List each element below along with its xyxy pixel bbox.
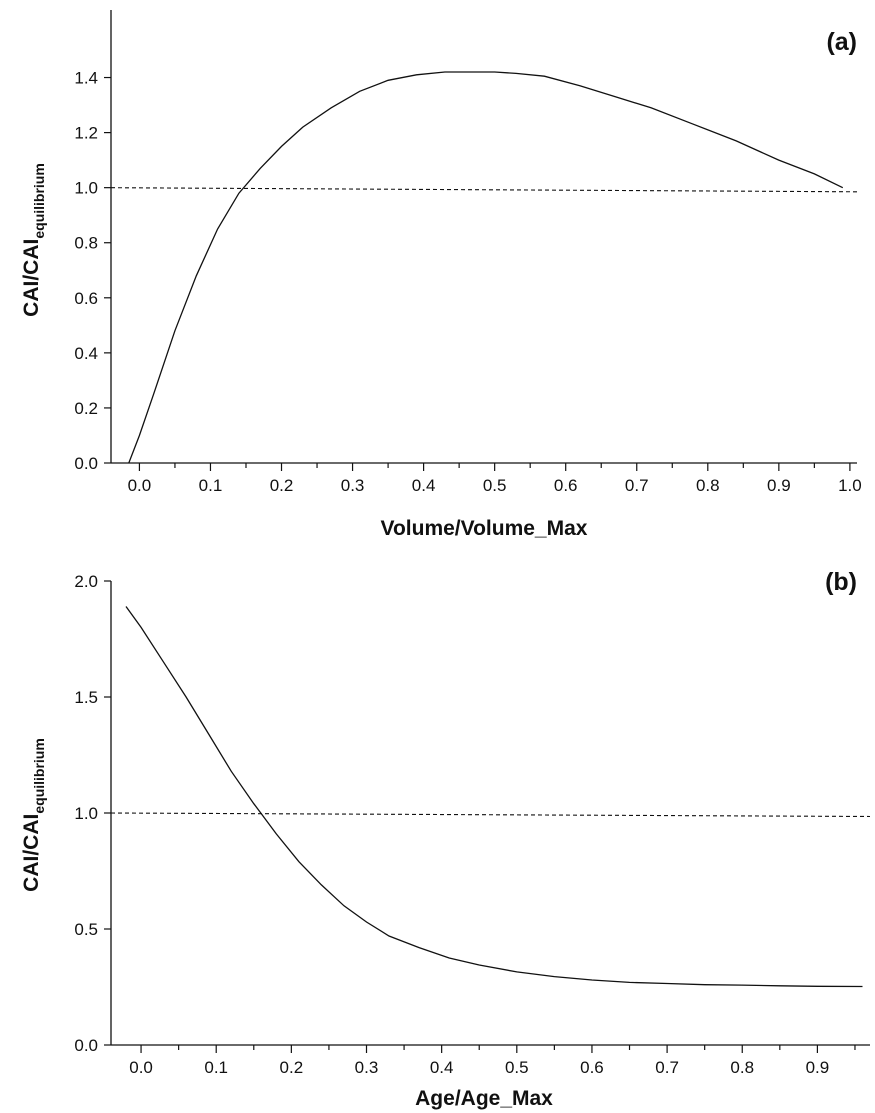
panel-a-x-tick-label: 0.9 bbox=[767, 476, 791, 495]
panel-a-y-tick-label: 0.8 bbox=[74, 234, 98, 253]
panel-b-reference-line bbox=[110, 812, 871, 818]
panel-a-y-ticks: 0.0 0.2 0.4 0.6 0.8 1.0 1.2 1.4 bbox=[74, 69, 111, 473]
panel-a-y-tick-label: 1.2 bbox=[74, 124, 98, 143]
panel-b-x-tick-label: 0.4 bbox=[430, 1058, 454, 1077]
panel-a: (a) 0.00.20.40.60.81.01.21.4 0.0 0.1 0.2 0.… bbox=[20, 10, 862, 540]
panel-b-series bbox=[110, 606, 871, 988]
panel-b-label: (b) bbox=[825, 568, 857, 596]
panel-a-x-tick-label: 0.2 bbox=[270, 476, 294, 495]
panel-a-x-tick-label: 0.3 bbox=[341, 476, 365, 495]
panel-b-x-tick-label: 0.7 bbox=[655, 1058, 679, 1077]
panel-a-curve bbox=[128, 71, 844, 464]
panel-a-y-axis-title: CAI/CAIequilibrium bbox=[20, 163, 47, 317]
panel-a-y-tick-label: 0.0 bbox=[74, 454, 98, 473]
panel-a-x-tick-label: 0.4 bbox=[412, 476, 436, 495]
panel-b-y-tick-label: 1.5 bbox=[74, 688, 98, 707]
panel-a-y-tick-label: 0.6 bbox=[74, 289, 98, 308]
panel-b-y-tick-label: 0.5 bbox=[74, 920, 98, 939]
panel-b-x-tick-label: 0.2 bbox=[280, 1058, 304, 1077]
panel-b-x-tick-label: 0.1 bbox=[204, 1058, 228, 1077]
panel-b-x-ticks: 0.0 0.1 0.2 0.3 0.4 0.5 0.6 0.7 0.8 0.9 bbox=[129, 1045, 856, 1077]
panel-b-y-tick-label: 2.0 bbox=[74, 572, 98, 591]
panel-b-y-tick-label: 1.0 bbox=[74, 804, 98, 823]
panel-b-y-title-main: CAI/CAI bbox=[20, 814, 43, 892]
panel-a-y-tick-label: 0.2 bbox=[74, 399, 98, 418]
panel-b-x-tick-label: 0.6 bbox=[580, 1058, 604, 1077]
panel-b-x-axis-title: Age/Age_Max bbox=[415, 1087, 553, 1110]
panel-a-x-tick-label: 0.0 bbox=[128, 476, 152, 495]
panel-a-y-title-sub: equilibrium bbox=[31, 163, 47, 238]
panel-a-y-tick-label: 0.4 bbox=[74, 344, 98, 363]
panel-b-x-tick-label: 0.0 bbox=[129, 1058, 153, 1077]
panel-b: (b) 0.00.51.01.52.0 0.0 0.1 0.2 0.3 0.4 0.5 0.… bbox=[20, 568, 871, 1110]
panel-b-y-axis-title: CAI/CAIequilibrium bbox=[20, 738, 47, 892]
panel-a-x-ticks: 0.0 0.1 0.2 0.3 0.4 0.5 0.6 0.7 0.8 0.9 1.0 bbox=[128, 463, 862, 495]
panel-a-x-tick-label: 0.7 bbox=[625, 476, 649, 495]
panel-b-x-tick-label: 0.3 bbox=[355, 1058, 379, 1077]
panel-a-x-tick-label: 1.0 bbox=[838, 476, 862, 495]
panel-b-x-tick-label: 0.8 bbox=[730, 1058, 754, 1077]
panel-a-series bbox=[110, 71, 858, 464]
panel-a-label: (a) bbox=[826, 28, 857, 56]
panel-a-x-axis-title: Volume/Volume_Max bbox=[381, 517, 588, 540]
panel-a-reference-line bbox=[110, 187, 858, 193]
panel-a-x-tick-label: 0.6 bbox=[554, 476, 578, 495]
panel-b-x-tick-label: 0.5 bbox=[505, 1058, 529, 1077]
panel-a-x-tick-label: 0.1 bbox=[199, 476, 223, 495]
panel-b-y-title-sub: equilibrium bbox=[31, 738, 47, 813]
panel-b-x-tick-label: 0.9 bbox=[806, 1058, 830, 1077]
panel-b-y-ticks: 0.0 0.5 1.0 1.5 2.0 bbox=[74, 572, 111, 1055]
panel-b-curve bbox=[125, 606, 863, 988]
panel-b-y-tick-label: 0.0 bbox=[74, 1036, 98, 1055]
panel-a-x-tick-label: 0.8 bbox=[696, 476, 720, 495]
panel-a-y-tick-label: 1.4 bbox=[74, 69, 98, 88]
panel-a-x-tick-label: 0.5 bbox=[483, 476, 507, 495]
panel-a-y-title-main: CAI/CAI bbox=[20, 239, 43, 317]
panel-a-y-tick-label: 1.0 bbox=[74, 179, 98, 198]
